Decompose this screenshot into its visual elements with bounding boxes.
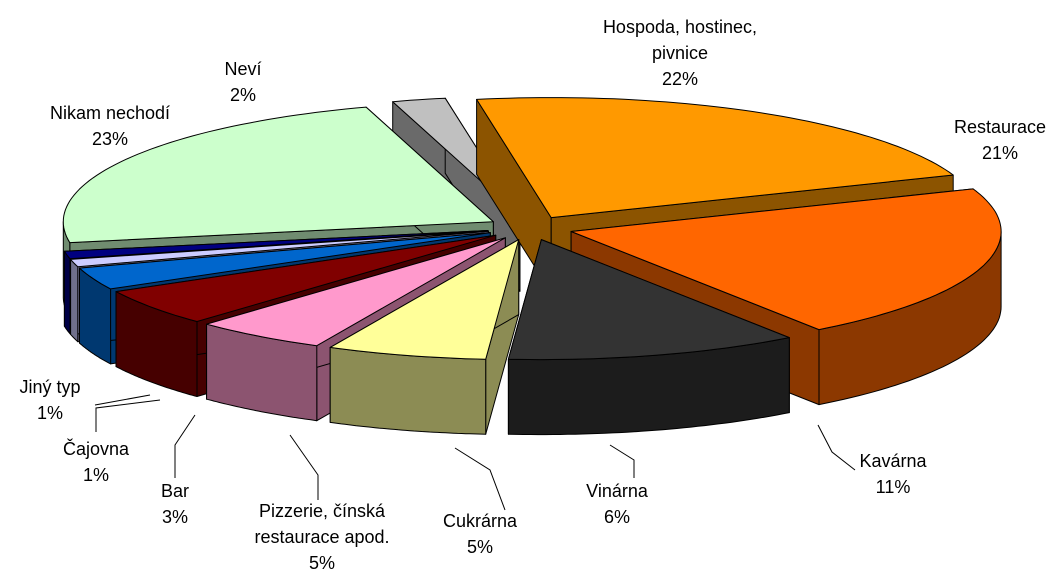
slice-label: Restaurace 21% — [920, 114, 1064, 166]
slice-value-label: 1% — [36, 403, 63, 423]
slice-category-label: Kavárna — [859, 451, 927, 471]
slice-top — [206, 237, 506, 347]
slice-category-label: Neví — [224, 59, 262, 79]
slice-top — [63, 230, 489, 260]
slice-top — [507, 239, 790, 361]
slice-category-label: Restaurace — [953, 117, 1047, 137]
slice-label: Hospoda, hostinec, pivnice 22% — [580, 14, 780, 92]
slice-category-label: Hospoda, hostinec, pivnice — [602, 17, 758, 63]
slice-top — [70, 230, 489, 268]
slice-top — [329, 239, 520, 360]
leader-line — [95, 399, 161, 432]
leader-line — [609, 444, 635, 478]
leader-line — [94, 394, 151, 406]
slice-top — [62, 106, 494, 244]
leader-line — [289, 434, 319, 500]
slice-value-label: 6% — [603, 507, 630, 527]
slice-top — [570, 188, 1002, 331]
slice-value-label: 3% — [161, 507, 188, 527]
slice-category-label: Jiný typ — [19, 377, 81, 397]
leader-line — [454, 447, 506, 511]
slice-label: Pizzerie, čínská restaurace apod. 5% — [232, 498, 412, 576]
leader-line — [174, 414, 196, 478]
slice-category-label: Pizzerie, čínská restaurace apod. — [254, 501, 390, 547]
slice-value-label: 2% — [229, 85, 256, 105]
slice-wall — [329, 346, 487, 435]
slice-top — [79, 232, 491, 290]
slice-wall — [63, 250, 71, 335]
slice-category-label: Nikam nechodí — [49, 103, 171, 123]
slice-label: Vinárna 6% — [537, 478, 697, 530]
slice-category-label: Cukrárna — [442, 511, 518, 531]
slice-label: Nikam nechodí 23% — [0, 100, 220, 152]
leader-line — [817, 424, 856, 471]
slice-value-label: 1% — [82, 465, 109, 485]
slice-value-label: 5% — [466, 537, 493, 557]
slice-label: Jiný typ 1% — [0, 374, 110, 426]
slice-label: Cukrárna 5% — [400, 508, 560, 560]
slice-category-label: Bar — [160, 481, 189, 501]
slice-category-label: Vinárna — [586, 481, 648, 501]
slice-value-label: 22% — [661, 69, 699, 89]
slice-value-label: 23% — [91, 129, 129, 149]
slice-label: Neví 2% — [193, 56, 293, 108]
slice-label: Bar 3% — [125, 478, 225, 530]
slice-category-label: Čajovna — [62, 439, 130, 459]
slice-top — [476, 97, 954, 219]
slice-label: Kavárna 11% — [813, 448, 973, 500]
slice-top — [115, 234, 497, 322]
slice-wall — [70, 258, 79, 343]
slice-label: Čajovna 1% — [36, 436, 156, 488]
slice-value-label: 11% — [875, 477, 911, 497]
slice-value-label: 5% — [308, 553, 335, 573]
slice-value-label: 21% — [981, 143, 1019, 163]
slices — [62, 97, 1002, 436]
